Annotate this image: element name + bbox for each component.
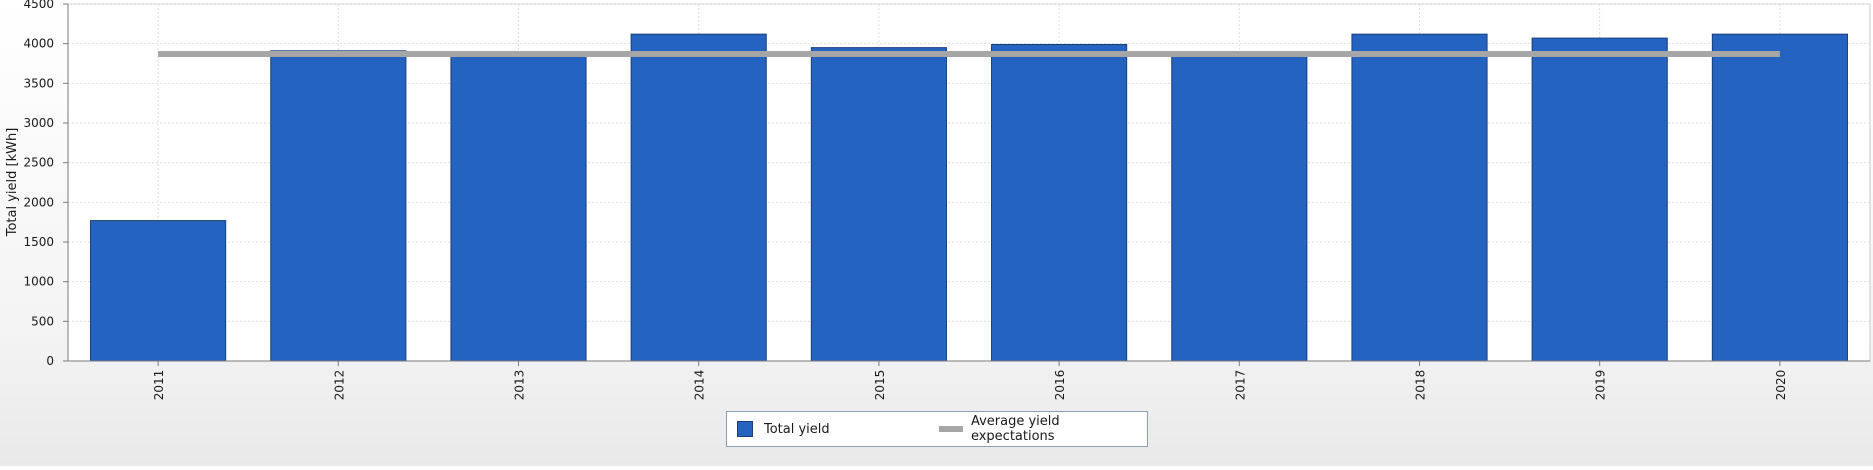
y-axis-label: Total yield [kWh]	[5, 128, 20, 238]
legend-item-average-yield: Average yield expectations	[939, 412, 1147, 446]
bar-2020	[1711, 33, 1848, 362]
legend-label-average-yield: Average yield expectations	[970, 414, 1060, 444]
y-axis-ticks: 0 500 1000 1500 2000 2500 3000 3500 4000 4500	[23, 0, 68, 368]
legend-swatch-average-yield	[939, 426, 963, 432]
x-tick-label: 2015	[873, 370, 887, 401]
bar-2017	[1171, 52, 1308, 362]
legend: Total yield Average yield expectations	[726, 411, 1148, 447]
legend-item-total-yield: Total yield	[737, 412, 830, 446]
bar-2014	[630, 33, 767, 362]
y-tick-label: 500	[31, 314, 54, 328]
bar-2011	[90, 220, 227, 362]
x-tick-label: 2020	[1774, 370, 1788, 401]
legend-swatch-total-yield	[737, 421, 753, 437]
x-tick-label: 2014	[693, 370, 707, 401]
x-tick-label: 2016	[1053, 370, 1067, 401]
x-tick-label: 2017	[1233, 370, 1247, 401]
y-tick-label: 3000	[23, 116, 54, 130]
y-tick-label: 0	[46, 354, 54, 368]
x-tick-label: 2012	[332, 370, 346, 401]
bar-2013	[450, 55, 587, 362]
x-tick-label: 2019	[1594, 370, 1608, 401]
y-tick-label: 2000	[23, 195, 54, 209]
y-tick-label: 4500	[23, 0, 54, 11]
x-axis-ticks: 2011 2012 2013 2014 2015 2016 2017 2018 2019 2020	[152, 361, 1788, 400]
bar-2012	[270, 50, 407, 362]
bars	[90, 33, 1848, 362]
bar-2019	[1531, 37, 1668, 362]
legend-label-total-yield: Total yield	[764, 421, 830, 437]
y-tick-label: 3500	[23, 76, 54, 90]
y-tick-label: 1000	[23, 275, 54, 289]
x-tick-label: 2011	[152, 370, 166, 401]
y-tick-label: 2500	[23, 156, 54, 170]
x-tick-label: 2013	[513, 370, 527, 401]
bar-2018	[1351, 33, 1488, 362]
y-tick-label: 4000	[23, 37, 54, 51]
bar-2015	[810, 47, 947, 362]
bar-2016	[991, 43, 1128, 362]
y-tick-label: 1500	[23, 235, 54, 249]
x-tick-label: 2018	[1414, 370, 1428, 401]
